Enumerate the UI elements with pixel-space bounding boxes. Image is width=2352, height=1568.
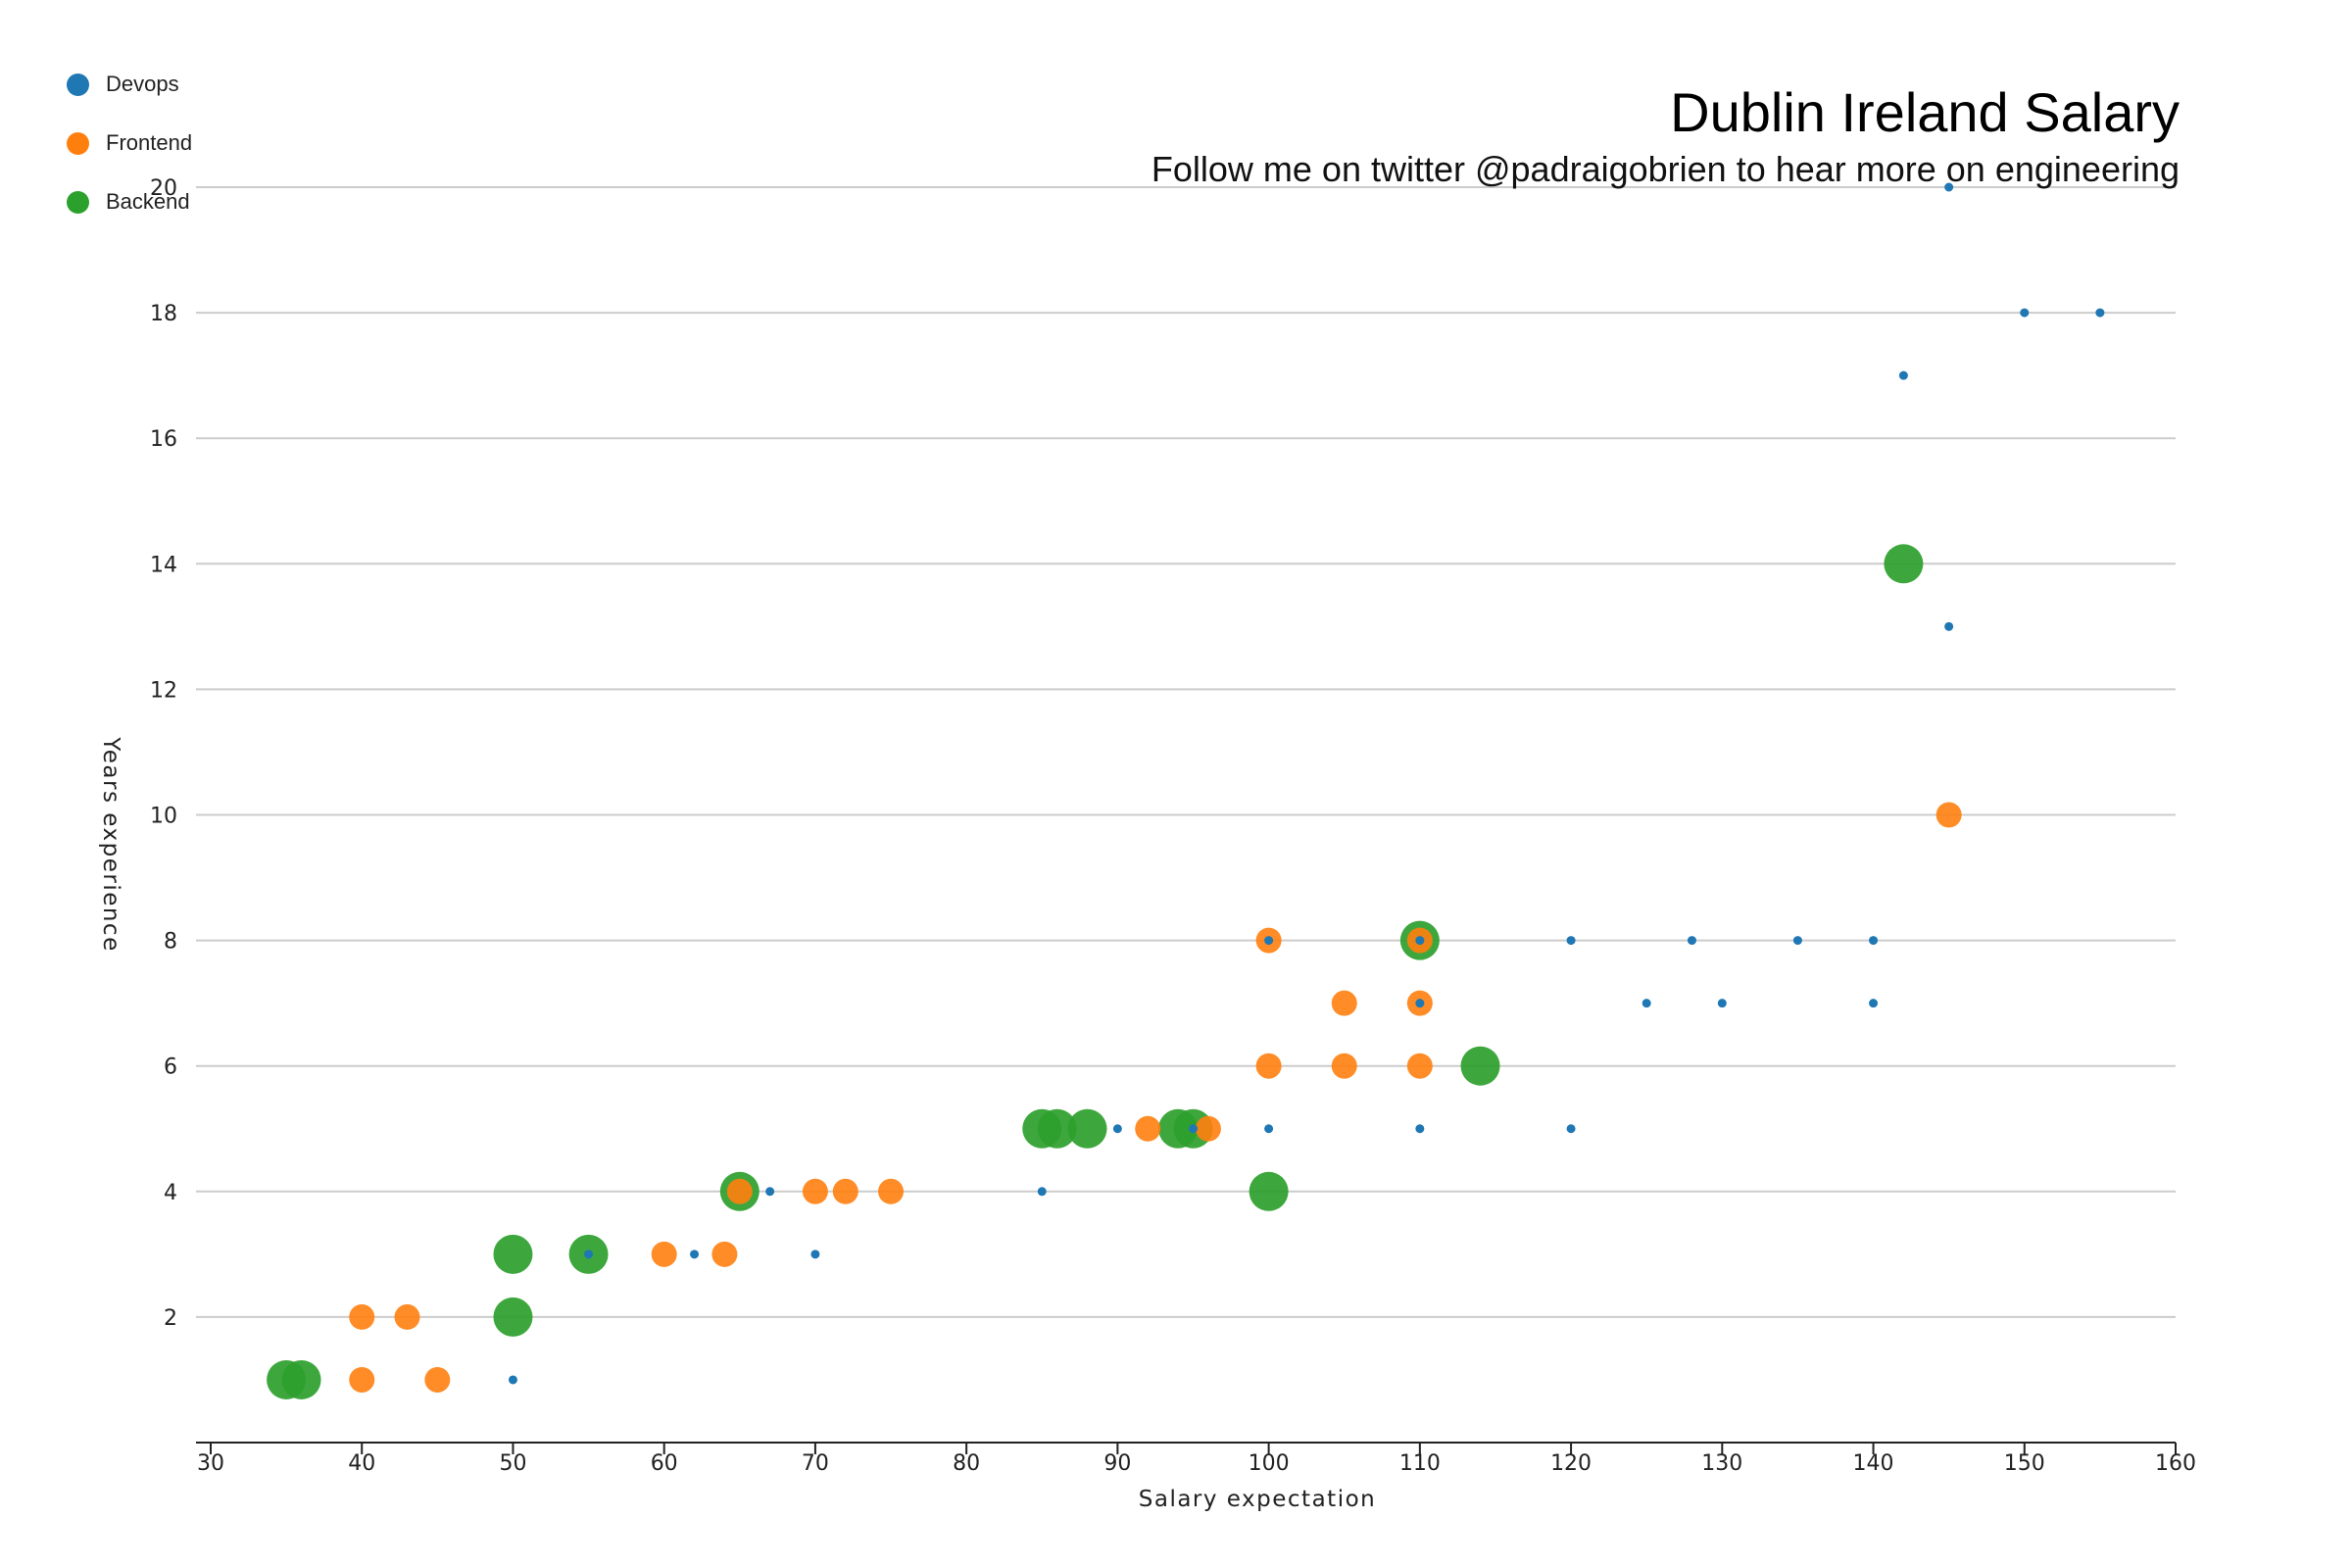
point-devops-19[interactable] bbox=[1566, 1124, 1576, 1134]
point-frontend-3[interactable] bbox=[1331, 990, 1357, 1016]
x-tick-label-80: 80 bbox=[953, 1451, 980, 1476]
series-devops bbox=[508, 182, 2105, 1385]
point-devops-10[interactable] bbox=[1869, 936, 1879, 946]
legend-label-devops: Devops bbox=[106, 72, 179, 96]
point-devops-0[interactable] bbox=[1944, 182, 1954, 192]
point-frontend-6[interactable] bbox=[1331, 1053, 1357, 1079]
x-tick-label-60: 60 bbox=[651, 1451, 678, 1476]
point-devops-17[interactable] bbox=[1264, 1124, 1274, 1134]
x-tick-label-130: 130 bbox=[1701, 1451, 1742, 1476]
point-frontend-10[interactable] bbox=[726, 1178, 753, 1204]
y-tick-label-6: 6 bbox=[164, 1055, 177, 1080]
y-axis: 2 4 6 8 10 12 14 16 18 20 bbox=[150, 176, 177, 1331]
series-backend bbox=[267, 544, 1924, 1399]
legend-item-devops[interactable]: Devops bbox=[67, 55, 192, 114]
point-frontend-15[interactable] bbox=[711, 1241, 738, 1267]
point-devops-15[interactable] bbox=[1112, 1124, 1122, 1134]
x-axis: 30 40 50 60 70 80 90 100 110 120 130 140 150 160 bbox=[196, 1442, 2196, 1476]
x-tick-label-150: 150 bbox=[2004, 1451, 2045, 1476]
point-frontend-5[interactable] bbox=[1255, 1053, 1282, 1079]
point-devops-13[interactable] bbox=[1717, 999, 1727, 1008]
point-frontend-11[interactable] bbox=[802, 1178, 828, 1204]
y-tick-label-20: 20 bbox=[150, 176, 177, 201]
point-frontend-13[interactable] bbox=[878, 1178, 905, 1204]
point-backend-10[interactable] bbox=[493, 1234, 533, 1274]
x-tick-label-140: 140 bbox=[1853, 1451, 1894, 1476]
point-devops-18[interactable] bbox=[1415, 1124, 1425, 1134]
point-backend-5[interactable] bbox=[1067, 1108, 1107, 1149]
legend-swatch-devops bbox=[67, 73, 89, 96]
x-axis-label: Salary expectation bbox=[1139, 1487, 1376, 1512]
point-devops-11[interactable] bbox=[1415, 999, 1425, 1008]
point-backend-12[interactable] bbox=[493, 1297, 533, 1337]
point-devops-20[interactable] bbox=[765, 1187, 775, 1197]
legend-label-frontend: Frontend bbox=[106, 130, 193, 155]
grid-lines bbox=[196, 186, 2176, 1318]
x-tick-label-50: 50 bbox=[499, 1451, 526, 1476]
y-tick-label-4: 4 bbox=[164, 1181, 177, 1205]
x-tick-label-160: 160 bbox=[2155, 1451, 2196, 1476]
point-devops-14[interactable] bbox=[1869, 999, 1879, 1008]
legend-swatch-backend bbox=[67, 190, 89, 214]
point-backend-2[interactable] bbox=[1460, 1046, 1500, 1086]
point-devops-9[interactable] bbox=[1792, 936, 1802, 946]
point-devops-5[interactable] bbox=[1264, 936, 1274, 946]
point-devops-12[interactable] bbox=[1642, 999, 1651, 1008]
point-devops-7[interactable] bbox=[1566, 936, 1576, 946]
point-frontend-7[interactable] bbox=[1406, 1053, 1433, 1079]
legend-label-backend: Backend bbox=[106, 189, 190, 214]
y-tick-label-18: 18 bbox=[150, 302, 177, 326]
point-backend-0[interactable] bbox=[1884, 544, 1924, 584]
point-frontend-14[interactable] bbox=[651, 1241, 677, 1267]
data-points bbox=[267, 182, 2105, 1399]
point-frontend-19[interactable] bbox=[424, 1366, 451, 1393]
chart-title: Dublin Ireland Salary bbox=[1670, 81, 2180, 143]
point-backend-4[interactable] bbox=[1037, 1108, 1077, 1149]
point-devops-21[interactable] bbox=[1037, 1187, 1047, 1197]
legend-swatch-frontend bbox=[67, 131, 89, 155]
y-tick-label-16: 16 bbox=[150, 427, 177, 452]
x-tick-label-70: 70 bbox=[802, 1451, 829, 1476]
point-devops-1[interactable] bbox=[2020, 308, 2030, 318]
legend-item-frontend[interactable]: Frontend bbox=[67, 114, 192, 172]
point-frontend-16[interactable] bbox=[349, 1303, 375, 1330]
point-backend-9[interactable] bbox=[1249, 1171, 1289, 1211]
y-axis-label: Years experience bbox=[98, 736, 123, 952]
y-tick-label-2: 2 bbox=[164, 1306, 177, 1331]
point-frontend-17[interactable] bbox=[394, 1303, 420, 1330]
point-frontend-8[interactable] bbox=[1135, 1115, 1161, 1142]
point-devops-2[interactable] bbox=[2095, 308, 2105, 318]
point-frontend-0[interactable] bbox=[1936, 802, 1962, 828]
point-devops-23[interactable] bbox=[690, 1250, 700, 1259]
point-frontend-12[interactable] bbox=[832, 1178, 858, 1204]
x-tick-label-30: 30 bbox=[197, 1451, 224, 1476]
x-tick-label-120: 120 bbox=[1550, 1451, 1592, 1476]
x-tick-label-110: 110 bbox=[1399, 1451, 1441, 1476]
chart-subtitle: Follow me on twitter @padraigobrien to h… bbox=[1151, 149, 2180, 189]
x-tick-label-40: 40 bbox=[348, 1451, 375, 1476]
point-devops-16[interactable] bbox=[1189, 1124, 1198, 1134]
legend-item-backend[interactable]: Backend bbox=[67, 172, 192, 231]
x-tick-label-100: 100 bbox=[1249, 1451, 1290, 1476]
point-frontend-9[interactable] bbox=[1195, 1115, 1221, 1142]
series-frontend bbox=[349, 802, 1962, 1393]
y-tick-label-14: 14 bbox=[150, 553, 177, 577]
point-devops-3[interactable] bbox=[1898, 370, 1908, 380]
point-frontend-18[interactable] bbox=[349, 1366, 375, 1393]
y-tick-label-8: 8 bbox=[164, 930, 177, 955]
point-devops-22[interactable] bbox=[584, 1250, 594, 1259]
legend: Devops Frontend Backend bbox=[67, 55, 192, 231]
point-devops-25[interactable] bbox=[508, 1375, 517, 1385]
y-tick-label-10: 10 bbox=[150, 805, 177, 829]
y-tick-label-12: 12 bbox=[150, 678, 177, 703]
point-devops-8[interactable] bbox=[1687, 936, 1696, 946]
point-devops-24[interactable] bbox=[810, 1250, 820, 1259]
point-devops-6[interactable] bbox=[1415, 936, 1425, 946]
point-backend-14[interactable] bbox=[281, 1359, 321, 1399]
point-devops-4[interactable] bbox=[1944, 621, 1954, 631]
x-tick-label-90: 90 bbox=[1103, 1451, 1131, 1476]
